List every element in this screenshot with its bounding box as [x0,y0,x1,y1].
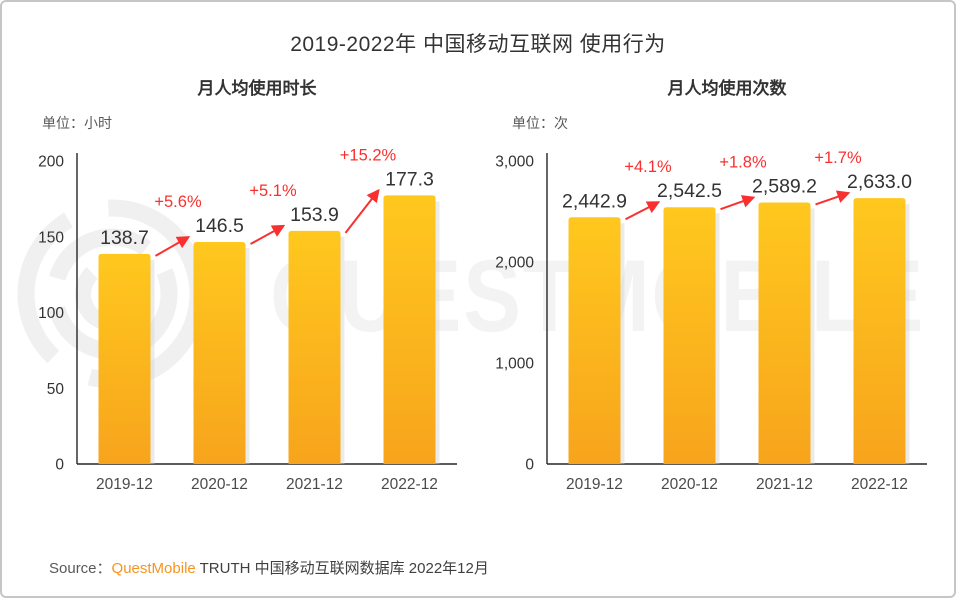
unit-label-hours: 单位：小时 [42,115,112,131]
source-suffix: TRUTH 中国移动互联网数据库 2022年12月 [195,560,489,577]
svg-text:146.5: 146.5 [195,215,244,237]
source-prefix: Source： [49,560,112,577]
bar-chart-usage-count: 0 1,000 2,000 3,000 2,442.9 2019-12 2,542.5 202… [495,149,927,493]
svg-text:2019-12: 2019-12 [96,476,153,493]
svg-text:150: 150 [38,229,64,246]
svg-text:177.3: 177.3 [385,168,434,190]
svg-text:2020-12: 2020-12 [661,476,718,493]
svg-text:+5.1%: +5.1% [249,182,297,200]
svg-text:+1.7%: +1.7% [814,149,862,167]
svg-text:153.9: 153.9 [290,204,339,226]
svg-text:3,000: 3,000 [495,154,534,171]
charts-row: 月人均使用时长 单位：小时 0 50 100 150 200 138.7 2019-12 14… [2,74,954,504]
svg-text:0: 0 [525,457,534,474]
svg-text:+15.2%: +15.2% [340,146,397,164]
chart-title-usage-duration: 月人均使用时长 [197,79,317,98]
svg-text:2,633.0: 2,633.0 [847,171,912,193]
chart-usage-duration: 月人均使用时长 单位：小时 0 50 100 150 200 138.7 2019-12 14… [32,74,482,504]
svg-text:2,589.2: 2,589.2 [752,175,817,197]
svg-text:0: 0 [55,457,64,474]
source-line: Source：QuestMobile TRUTH 中国移动互联网数据库 2022… [49,557,489,578]
svg-text:100: 100 [38,305,64,322]
unit-label-times: 单位：次 [512,115,568,131]
page-title: 2019-2022年 中国移动互联网 使用行为 [290,33,666,56]
svg-text:2,442.9: 2,442.9 [562,190,627,212]
svg-text:2,542.5: 2,542.5 [657,180,722,202]
source-brand: QuestMobile [111,560,196,577]
svg-text:2019-12: 2019-12 [566,476,623,493]
svg-text:2022-12: 2022-12 [381,476,438,493]
svg-text:+1.8%: +1.8% [719,153,767,171]
svg-text:2020-12: 2020-12 [191,476,248,493]
svg-text:138.7: 138.7 [100,227,149,249]
svg-text:2022-12: 2022-12 [851,476,908,493]
svg-text:200: 200 [38,154,64,171]
chart-usage-count: 月人均使用次数 单位：次 0 1,000 2,000 3,000 2,442.9 2019… [495,74,952,504]
svg-text:1,000: 1,000 [495,356,534,373]
svg-text:+4.1%: +4.1% [624,158,672,176]
svg-text:2021-12: 2021-12 [286,476,343,493]
svg-text:2021-12: 2021-12 [756,476,813,493]
bar-chart-usage-duration: 0 50 100 150 200 138.7 2019-12 146.5 2020-12 153.… [38,146,457,493]
svg-text:+5.6%: +5.6% [154,193,202,211]
chart-title-usage-count: 月人均使用次数 [667,79,787,98]
svg-text:2,000: 2,000 [495,255,534,272]
svg-text:50: 50 [47,381,65,398]
